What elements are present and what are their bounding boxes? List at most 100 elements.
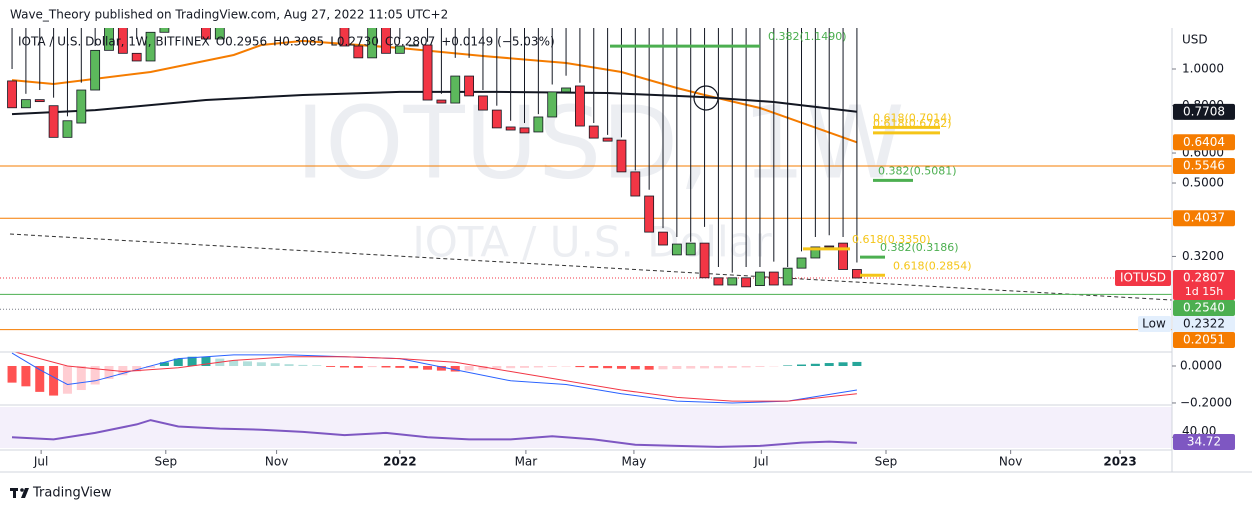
macd-bar — [824, 363, 834, 366]
low-badge — [1173, 315, 1235, 332]
last-price-badge — [1173, 269, 1235, 300]
macd-bar — [159, 362, 169, 366]
candle-body — [782, 267, 793, 286]
x-tick-label: 2022 — [383, 455, 416, 469]
legend-item: L0.2730 — [330, 35, 379, 49]
price-badge-label: 0.7708 — [1183, 104, 1225, 118]
x-tick-label: Jul — [33, 455, 48, 469]
macd-bar — [201, 356, 211, 366]
price-badge-label: 0.2540 — [1183, 300, 1225, 314]
candle-body — [104, 28, 114, 51]
macd-bar — [243, 361, 253, 366]
macd-bar — [492, 365, 502, 369]
candle-body — [62, 120, 73, 138]
low-name-badge — [1138, 315, 1171, 332]
trendline — [9, 233, 1172, 301]
price-pane — [0, 28, 1172, 331]
rsi-badge — [1173, 434, 1235, 450]
y-tick-label: −0.2000 — [1180, 395, 1232, 409]
rsi-pane — [11, 419, 857, 448]
candle-body — [658, 231, 668, 246]
y-tick-label: 1.0000 — [1182, 61, 1224, 75]
candle-body — [367, 28, 378, 59]
candle-body — [353, 45, 364, 59]
x-tick-label: Jul — [753, 455, 768, 469]
macd-bar — [603, 365, 613, 369]
macd-bar — [616, 365, 626, 369]
macd-bar — [381, 365, 391, 368]
x-tick-label: 2023 — [1103, 455, 1136, 469]
macd-bar — [62, 365, 72, 394]
candle-body — [159, 28, 170, 33]
macd-bar — [686, 365, 696, 369]
price-badge-label: 0.6404 — [1183, 135, 1225, 149]
candle-body — [644, 195, 655, 233]
macd-bar — [367, 365, 377, 368]
macd-bar — [118, 365, 128, 376]
candle-body — [616, 139, 627, 173]
fib-label: 0.618(0.3350) — [852, 233, 931, 246]
candle-body — [90, 49, 101, 91]
macd-bar — [104, 365, 114, 379]
macd-bar — [409, 365, 419, 369]
macd-bar — [741, 365, 751, 368]
macd-bar — [506, 365, 516, 369]
macd-line — [13, 352, 857, 402]
candle-body — [741, 277, 752, 288]
candle-body — [339, 28, 350, 47]
y-tick-label: 0.0000 — [1180, 358, 1222, 372]
candle-body — [852, 269, 862, 279]
macd-bar — [450, 365, 460, 372]
crossover-circle — [693, 85, 719, 111]
macd-bar — [547, 365, 557, 367]
candle-body — [381, 28, 391, 54]
macd-bar — [520, 365, 530, 368]
low-name-label: Low — [1142, 316, 1166, 330]
legend-item: IOTA / U.S. Dollar, 1W, BITFINEX — [18, 35, 210, 49]
watermark-symbol: IOTUSD, 1W — [295, 84, 904, 201]
candle-body — [630, 171, 641, 197]
candle-body — [408, 44, 419, 47]
candle-body — [464, 75, 475, 97]
macd-bar — [478, 365, 488, 370]
price-badge — [1173, 134, 1235, 151]
macd-bar — [575, 365, 585, 368]
watermark-name: IOTA / U.S. Dollar — [412, 218, 772, 267]
candle-body — [727, 277, 738, 286]
macd-bar — [312, 365, 322, 366]
macd-bar — [630, 365, 640, 370]
candle-body — [671, 243, 682, 256]
macd-bar — [298, 364, 308, 366]
price-badge — [1173, 210, 1235, 227]
x-tick-label: Sep — [154, 455, 177, 469]
macd-bar — [256, 362, 266, 366]
candle-body — [575, 85, 585, 127]
candle-body — [201, 28, 211, 40]
macd-bar — [49, 365, 59, 396]
macd-bar — [187, 356, 197, 366]
candle-body — [76, 89, 87, 124]
macd-bar — [270, 363, 280, 366]
candle-body — [713, 277, 724, 286]
macd-bar — [755, 365, 765, 367]
candle-body — [394, 45, 405, 54]
macd-bar — [810, 363, 820, 366]
tradingview-logo — [10, 488, 29, 498]
x-tick-label: Mar — [515, 455, 538, 469]
macd-bar — [284, 364, 294, 366]
macd-bar — [132, 365, 142, 372]
candle-body — [450, 75, 461, 104]
fib-label: 0.382(1.1490) — [768, 30, 847, 43]
macd-bar — [395, 365, 405, 368]
macd-bar — [589, 365, 599, 368]
fib-label: 0.382(0.3186) — [880, 241, 959, 254]
price-badge — [1173, 331, 1235, 348]
macd-bar — [353, 365, 363, 368]
macd-bar — [672, 365, 682, 369]
fib-label: 0.618(0.7014) — [873, 111, 952, 124]
candle-body — [533, 116, 544, 133]
candle-body — [561, 87, 571, 93]
fib-label: 0.618(0.6782) — [873, 117, 952, 130]
macd-bar — [76, 365, 86, 391]
